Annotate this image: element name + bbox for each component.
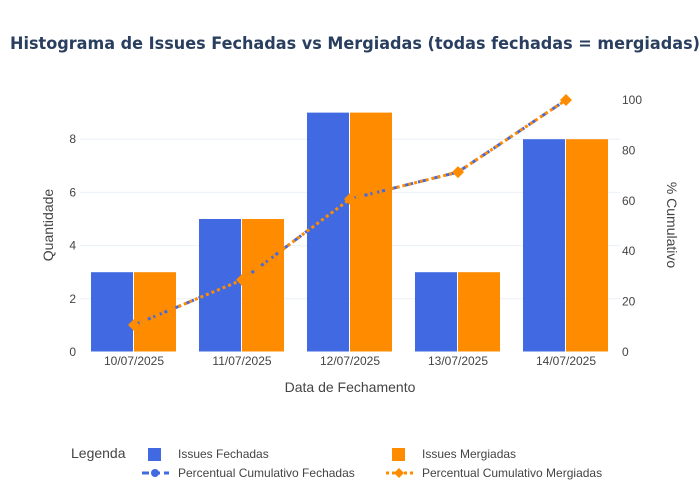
bar — [523, 139, 565, 352]
legend: Legenda Issues Fechadas Issues Mergiadas P… — [71, 445, 602, 480]
bar — [415, 272, 457, 352]
legend-label: Percentual Cumulativo Fechadas — [178, 466, 355, 480]
y-tick-label: 6 — [69, 185, 76, 199]
legend-label: Issues Fechadas — [178, 447, 269, 461]
y2-tick-label: 100 — [622, 93, 642, 107]
bar — [134, 272, 176, 352]
legend-title: Legenda — [71, 445, 126, 461]
y2-tick-label: 0 — [622, 345, 629, 359]
x-tick-label: 14/07/2025 — [536, 354, 596, 368]
y-tick-label: 2 — [69, 292, 76, 306]
x-tick-label: 12/07/2025 — [320, 354, 380, 368]
line-point — [452, 166, 464, 179]
y2-tick-label: 20 — [622, 295, 636, 309]
bar — [199, 219, 241, 352]
y2-tick-label: 60 — [622, 194, 636, 208]
bars — [91, 112, 608, 353]
bar — [307, 112, 349, 353]
bar — [458, 272, 500, 352]
x-axis-title: Data de Fechamento — [285, 379, 416, 395]
x-tick-label: 11/07/2025 — [212, 354, 271, 368]
y2-tick-label: 80 — [622, 143, 636, 157]
y-axis-title: Quantidade — [40, 189, 56, 262]
bar — [566, 139, 608, 352]
x-tick-label: 13/07/2025 — [428, 354, 488, 368]
y-tick-label: 0 — [69, 345, 76, 359]
x-tick-label: 10/07/2025 — [104, 354, 164, 368]
lines — [128, 94, 572, 332]
legend-swatch — [392, 448, 405, 461]
y2-axis-title: % Cumulativo — [664, 182, 680, 269]
line-point — [560, 94, 572, 106]
y-tick-label: 4 — [69, 239, 76, 253]
line-point — [128, 319, 140, 332]
cumulative-line — [133, 98, 567, 327]
legend-marker — [151, 469, 159, 477]
y2-tick-label: 40 — [622, 244, 636, 258]
chart-title: Histograma de Issues Fechadas vs Mergiad… — [10, 34, 700, 54]
legend-swatch — [148, 448, 161, 461]
legend-label: Issues Mergiadas — [422, 447, 516, 461]
bar — [350, 112, 392, 353]
legend-marker — [394, 468, 404, 478]
bar — [91, 272, 133, 352]
legend-label: Percentual Cumulativo Mergiadas — [422, 466, 602, 480]
bar — [242, 219, 284, 352]
line-point — [236, 273, 248, 286]
y-tick-label: 8 — [69, 132, 76, 146]
line-point — [344, 193, 356, 206]
